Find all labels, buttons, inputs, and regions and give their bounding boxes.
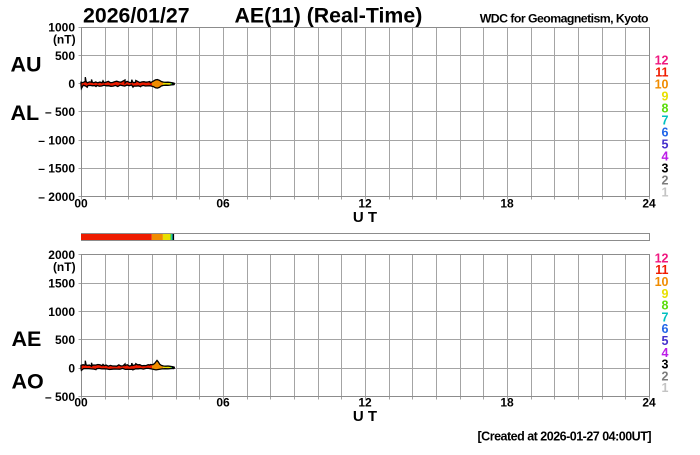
svg-text:– 2000: – 2000 <box>38 190 75 204</box>
svg-text:00: 00 <box>74 197 88 211</box>
svg-text:1: 1 <box>662 186 669 200</box>
svg-text:12: 12 <box>358 396 372 410</box>
svg-text:12: 12 <box>655 54 669 68</box>
svg-text:– 1500: – 1500 <box>38 162 75 176</box>
svg-text:U T: U T <box>353 209 377 226</box>
svg-text:4: 4 <box>662 150 669 164</box>
svg-text:11: 11 <box>655 263 668 277</box>
svg-text:AE(11) (Real-Time): AE(11) (Real-Time) <box>235 3 423 27</box>
svg-text:6: 6 <box>662 322 669 336</box>
svg-text:2: 2 <box>662 369 669 383</box>
svg-text:500: 500 <box>55 49 75 63</box>
svg-text:6: 6 <box>662 126 669 140</box>
svg-text:11: 11 <box>655 66 668 80</box>
svg-text:5: 5 <box>662 334 669 348</box>
svg-text:18: 18 <box>500 197 514 211</box>
svg-text:10: 10 <box>655 78 669 92</box>
svg-text:8: 8 <box>662 102 669 116</box>
svg-text:1: 1 <box>662 381 669 395</box>
svg-text:9: 9 <box>662 287 669 301</box>
svg-text:4: 4 <box>662 346 669 360</box>
svg-text:AO: AO <box>12 369 44 393</box>
svg-text:AE: AE <box>12 327 42 351</box>
svg-text:[Created at 2026-01-27 04:00UT: [Created at 2026-01-27 04:00UT] <box>478 430 652 444</box>
svg-text:00: 00 <box>74 396 88 410</box>
svg-text:3: 3 <box>662 162 669 176</box>
svg-text:24: 24 <box>642 197 656 211</box>
svg-text:8: 8 <box>662 299 669 313</box>
svg-text:7: 7 <box>662 310 669 324</box>
svg-text:– 500: – 500 <box>45 390 75 404</box>
svg-text:9: 9 <box>662 90 669 104</box>
svg-text:0: 0 <box>68 77 75 91</box>
svg-text:U T: U T <box>353 408 377 425</box>
svg-text:06: 06 <box>216 396 230 410</box>
svg-text:– 500: – 500 <box>45 105 75 119</box>
svg-text:7: 7 <box>662 114 669 128</box>
svg-text:500: 500 <box>55 333 75 347</box>
svg-text:1000: 1000 <box>48 305 75 319</box>
svg-text:2: 2 <box>662 174 669 188</box>
svg-text:10: 10 <box>655 275 669 289</box>
svg-text:12: 12 <box>358 197 372 211</box>
svg-text:5: 5 <box>662 138 669 152</box>
svg-text:2026/01/27: 2026/01/27 <box>83 3 190 27</box>
svg-text:– 1000: – 1000 <box>38 133 75 147</box>
svg-text:18: 18 <box>500 396 514 410</box>
svg-text:06: 06 <box>216 197 230 211</box>
svg-text:WDC for Geomagnetism, Kyoto: WDC for Geomagnetism, Kyoto <box>480 11 649 25</box>
svg-text:3: 3 <box>662 358 669 372</box>
svg-text:0: 0 <box>68 361 75 375</box>
svg-text:1000: 1000 <box>48 21 75 35</box>
svg-text:24: 24 <box>642 396 656 410</box>
svg-text:AL: AL <box>11 101 40 125</box>
svg-text:(nT): (nT) <box>53 260 76 274</box>
svg-text:1500: 1500 <box>48 276 75 290</box>
svg-text:AU: AU <box>11 52 42 76</box>
svg-text:2000: 2000 <box>48 248 75 262</box>
svg-text:12: 12 <box>655 251 669 265</box>
svg-text:(nT): (nT) <box>53 32 76 46</box>
